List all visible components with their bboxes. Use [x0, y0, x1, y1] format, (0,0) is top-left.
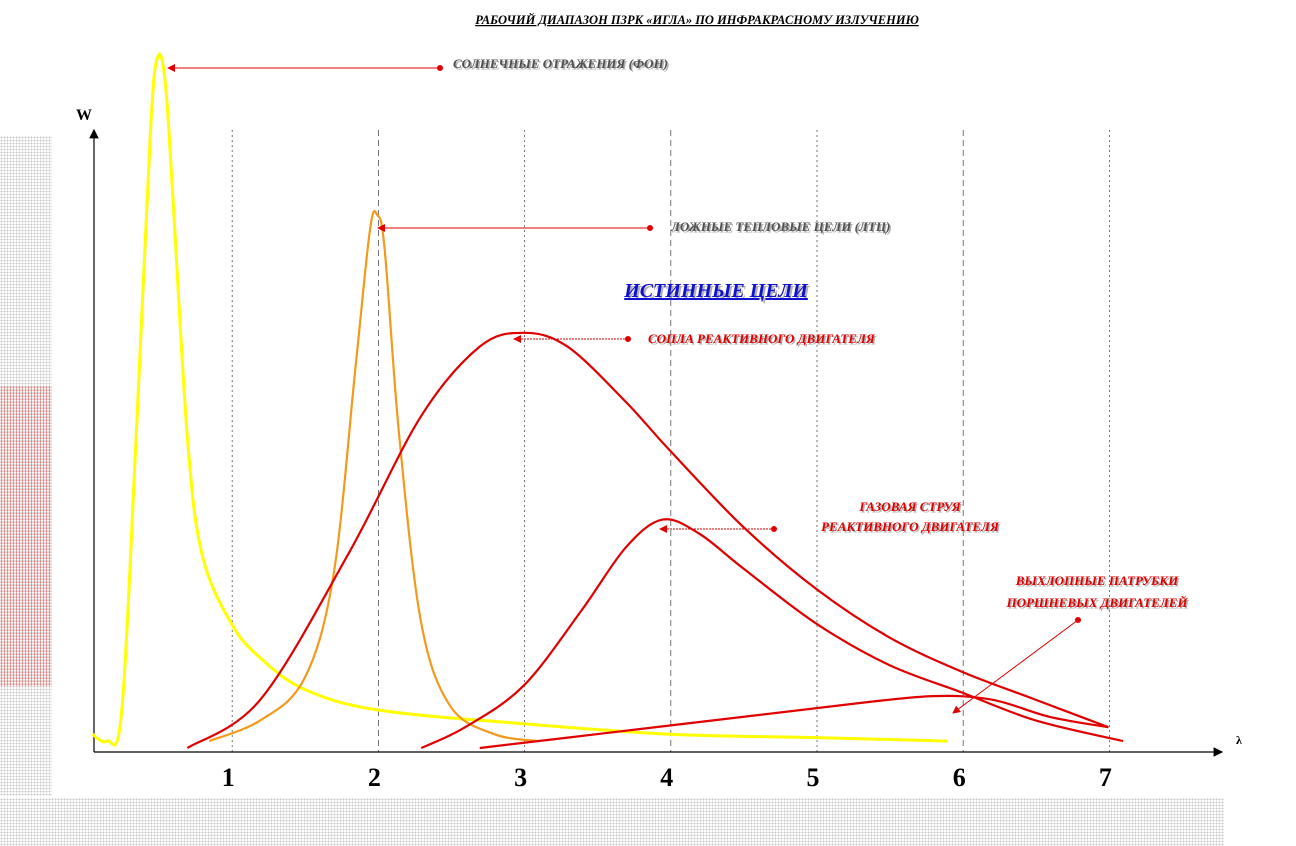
- annotation-shadow: СОЛНЕЧНЫЕ ОТРАЖЕНИЯ (ФОН): [455, 58, 670, 73]
- annotation-shadow: ВЫХЛОПНЫЕ ПАТРУБКИ: [1016, 575, 1180, 590]
- arrow-dot: [437, 65, 443, 71]
- annotation-nozzle: СОПЛА РЕАКТИВНОГО ДВИГАТЕЛЯ: [648, 331, 876, 346]
- x-tick-labels: 1 2 3 4 5 6 7: [222, 763, 1112, 792]
- group-label-shadow: ИСТИННЫЕ ЦЕЛИ: [625, 282, 811, 304]
- annotation-false-targets: ЛОЖНЫЕ ТЕПЛОВЫЕ ЦЕЛИ (ЛТЦ): [670, 219, 890, 234]
- annotation-shadow: РЕАКТИВНОГО ДВИГАТЕЛЯ: [823, 521, 1002, 536]
- series-exhaust: [479, 694, 1109, 750]
- annotation-shadow: ГАЗОВАЯ СТРУЯ: [860, 501, 963, 516]
- series-gas-jet: [420, 518, 1124, 749]
- bottom-dotted-border: [0, 798, 1224, 846]
- x-tick-label: 3: [514, 763, 527, 792]
- x-tick-label: 4: [660, 763, 673, 792]
- arrow-dot: [625, 336, 631, 342]
- y-axis-label: W: [76, 107, 92, 124]
- group-label: ИСТИННЫЕ ЦЕЛИ: [623, 280, 809, 302]
- x-tick-label: 7: [1099, 763, 1112, 792]
- x-tick-label: 1: [222, 763, 235, 792]
- series-nozzle: [186, 331, 1109, 749]
- annotation-gas-jet-line1: ГАЗОВАЯ СТРУЯ: [858, 499, 961, 514]
- x-axis-label: λ: [1236, 733, 1242, 747]
- x-tick-label: 5: [807, 763, 820, 792]
- grid-lines: [231, 130, 1110, 752]
- annotation-exhaust-line2: ПОРШНЕВЫХ ДВИГАТЕЛЕЙ: [1005, 595, 1188, 610]
- arrow-dot: [647, 225, 653, 231]
- annotation-shadow: ЛОЖНЫЕ ТЕПЛОВЫЕ ЦЕЛИ (ЛТЦ): [672, 221, 892, 236]
- annotation-arrows: [167, 64, 1081, 714]
- arrow-exhaust: [952, 619, 1079, 714]
- arrow-dot: [771, 526, 777, 532]
- annotation-exhaust-line1: ВЫХЛОПНЫЕ ПАТРУБКИ: [1015, 573, 1179, 588]
- x-tick-label: 2: [368, 763, 381, 792]
- left-dotted-border: [0, 136, 52, 796]
- series-sun-reflections: [91, 52, 948, 747]
- annotation-shadow: СОПЛА РЕАКТИВНОГО ДВИГАТЕЛЯ: [650, 333, 878, 348]
- series-false-targets: [208, 210, 539, 743]
- chart-title: РАБОЧИЙ ДИАПАЗОН ПЗРК «ИГЛА» ПО ИНФРАКРА…: [475, 12, 919, 27]
- annotation-gas-jet-line2: РЕАКТИВНОГО ДВИГАТЕЛЯ: [821, 519, 1000, 534]
- x-tick-label: 6: [953, 763, 966, 792]
- arrow-dot: [1075, 617, 1081, 623]
- annotation-shadow: ПОРШНЕВЫХ ДВИГАТЕЛЕЙ: [1007, 597, 1190, 612]
- annotation-sun-reflections: СОЛНЕЧНЫЕ ОТРАЖЕНИЯ (ФОН): [453, 56, 668, 71]
- annotation-labels: СОЛНЕЧНЫЕ ОТРАЖЕНИЯ (ФОН) СОЛНЕЧНЫЕ ОТРА…: [453, 56, 1190, 612]
- series-curves: [91, 52, 1124, 750]
